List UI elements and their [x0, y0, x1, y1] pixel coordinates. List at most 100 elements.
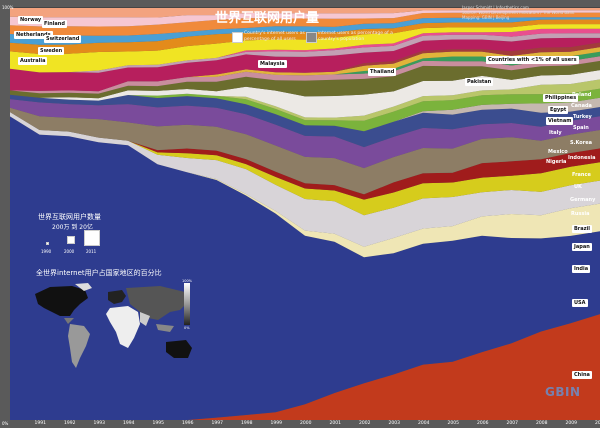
tag-australia: Australia [18, 57, 48, 65]
area-series-germany [10, 107, 600, 195]
users-1990-square [46, 242, 49, 245]
label-indonesia: Indonesia [568, 155, 596, 161]
x-tick-label: 2005 [447, 421, 459, 426]
area-series-mexico [10, 88, 600, 132]
tag-malaysia: Malaysia [258, 60, 287, 68]
label-mexico: Mexico [548, 149, 568, 155]
map-scale-top-label: 100% [182, 279, 193, 283]
y-axis-top-label: 100% [2, 5, 14, 10]
credits: Jasper Schmidt | Infosthetics.com Source… [462, 5, 574, 20]
x-tick-label: 2004 [418, 421, 430, 426]
australia-shape [166, 340, 192, 358]
x-tick-label: 1993 [93, 421, 105, 426]
tag-japan: Japan [572, 243, 592, 251]
area-series-brazil [10, 112, 600, 216]
europe-shape [108, 290, 126, 304]
tag-small-countries: Countries with <1% of all users [486, 56, 579, 64]
label-turkey: Turkey [573, 114, 592, 120]
tag-switzerland: Switzerland [44, 35, 82, 43]
tag-vietnam: Vietnam [546, 117, 574, 125]
africa-shape [106, 306, 140, 348]
area-series-norway [10, 8, 600, 18]
x-tick-label: 1991 [34, 421, 46, 426]
central-america-shape [64, 318, 74, 324]
area-series-china [10, 314, 600, 420]
tag-india: India [572, 265, 591, 273]
tag-brazil: Brazil [572, 225, 592, 233]
users-2011-square [84, 230, 100, 246]
x-tick-label: 1996 [182, 421, 194, 426]
asia-shape [126, 286, 190, 320]
x-tick-label: 1999 [270, 421, 282, 426]
inset-year-2000: 2000 [64, 249, 75, 254]
southeast-asia-shape [156, 324, 174, 332]
inset-year-1990: 1990 [41, 249, 52, 254]
legend-share-label: Country's internet users as percentage o… [244, 31, 305, 42]
x-tick-label: 1995 [152, 421, 164, 426]
x-tick-label: 2007 [506, 421, 518, 426]
credit-line: Source: World Development Indicators / T… [462, 10, 575, 15]
area-series-spain [10, 56, 600, 94]
tag-pakistan: Pakistan [465, 78, 494, 86]
tag-finland: Finland [42, 20, 67, 28]
tag-philippines: Philippines [543, 94, 579, 102]
area-series-s-korea [10, 70, 600, 118]
inset-map-title: 全世界internet用户占国家地区的百分比 [36, 269, 162, 277]
label-canada: Canada [571, 103, 592, 109]
label-spain: Spain [573, 125, 589, 131]
tag-thailand: Thailand [368, 68, 397, 76]
india-shape [140, 312, 150, 326]
area-series-italy [10, 60, 600, 99]
area-series-philippines [10, 28, 600, 73]
inset-count-title: 世界互联网用户数量 [38, 213, 101, 221]
south-america-shape [68, 324, 90, 368]
label-skorea: S.Korea [570, 140, 592, 146]
credit-line: Jasper Schmidt | Infosthetics.com [462, 5, 529, 10]
label-nigeria: Nigeria [546, 159, 567, 165]
x-tick-label: 1994 [123, 421, 135, 426]
x-tick-label: 2006 [477, 421, 489, 426]
inset-year-2011: 2011 [86, 249, 97, 254]
north-america-shape [35, 286, 88, 316]
label-uk: UK [574, 184, 582, 190]
x-tick-label: 1998 [241, 421, 253, 426]
x-tick-label: 2000 [300, 421, 312, 426]
label-italy: Italy [549, 130, 562, 136]
credit-line: Mapping: GBIN | Beijing [462, 15, 510, 20]
y-axis-bottom-label: 0% [2, 421, 9, 426]
tag-netherlands: Netherlands [14, 31, 53, 39]
area-series-poland [10, 33, 600, 73]
gbin-logo: GBIN [545, 385, 581, 399]
label-poland: Poland [572, 92, 592, 98]
users-2000-square [67, 236, 75, 244]
map-color-scale [184, 283, 190, 325]
x-tick-label: 2008 [536, 421, 548, 426]
label-france: France [572, 172, 591, 178]
legend-penetration-swatch [306, 32, 317, 43]
legend-penetration-label: internet users as percentage of a countr… [318, 31, 393, 42]
area-series-australia [10, 24, 600, 73]
tag-egypt: Egypt [548, 106, 569, 114]
world-map [35, 283, 192, 368]
x-tick-label: 2001 [329, 421, 341, 426]
x-tick-label: 2010 [595, 421, 600, 426]
area-series-switzerland [10, 17, 600, 45]
area-series-sweden [10, 19, 600, 54]
inset-count-subtitle: 200万 到 20亿 [52, 224, 93, 231]
tag-norway: Norway [18, 16, 44, 24]
area-series-japan [10, 112, 600, 247]
map-scale-bottom-label: 0% [184, 326, 190, 330]
tag-sweden: Sweden [38, 47, 65, 55]
area-series-uk [10, 99, 600, 169]
x-tick-label: 2009 [565, 421, 577, 426]
area-series-russia [10, 112, 600, 200]
x-tick-label: 2003 [388, 421, 400, 426]
greenland-shape [75, 283, 92, 291]
x-tick-label: 2002 [359, 421, 371, 426]
tag-usa: USA [572, 299, 588, 307]
area-series-usa [10, 116, 600, 421]
legend-share-swatch [232, 32, 243, 43]
tag-china: China [572, 371, 592, 379]
